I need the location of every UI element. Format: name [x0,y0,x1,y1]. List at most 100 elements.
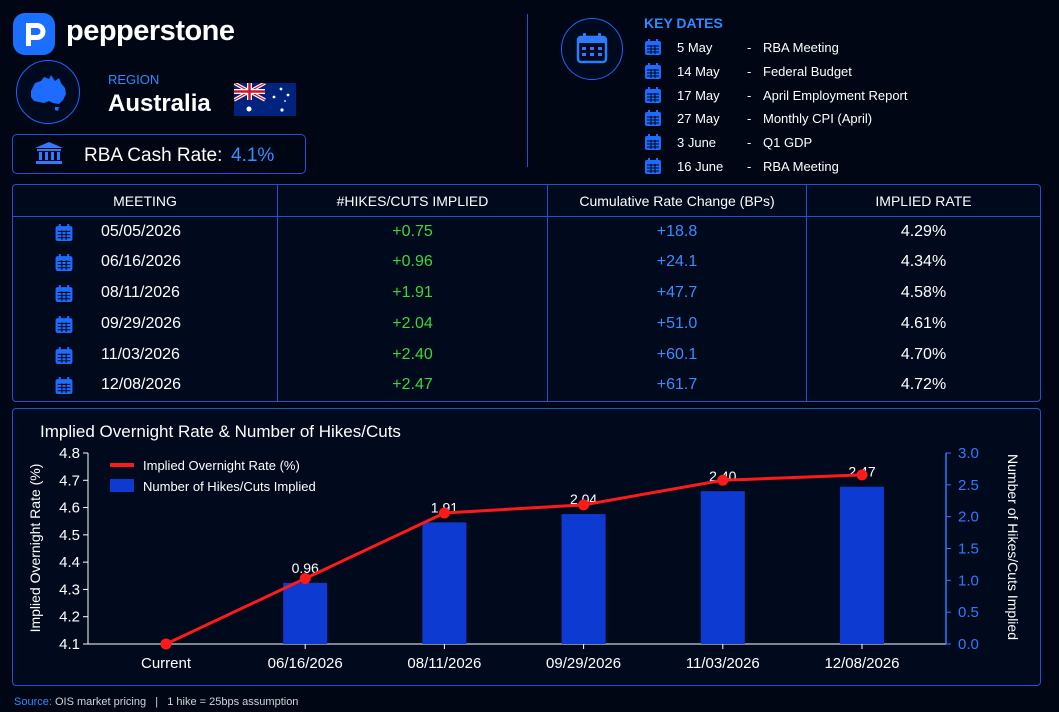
hikes-implied: +1.91 [392,284,433,301]
key-dates-title: KEY DATES [644,15,723,31]
meeting-date: 09/29/2026 [101,315,182,332]
key-date: 27 May [677,110,720,126]
key-date-item: 27 May - Monthly CPI (April) [644,108,872,128]
key-date-event: Federal Budget [763,63,852,79]
left-tick-label: 4.6 [59,500,80,517]
key-date-item: 3 June - Q1 GDP [644,132,812,152]
column-divider [806,185,807,401]
table-row: 12/08/2026 +2.47 +61.7 4.72% [13,370,1040,400]
implied-rate: 4.29% [900,223,947,240]
region-label: REGION [108,72,160,87]
cumulative-change: +18.8 [656,223,698,240]
hikes-bar [561,514,606,644]
key-date-separator: - [747,158,752,174]
cumulative-change: +61.7 [656,376,698,393]
column-header-meeting: MEETING [113,193,177,209]
source-text: OIS market pricing | 1 hike = 25bps assu… [54,696,299,708]
key-date-event: April Employment Report [763,87,908,103]
key-date-item: 14 May - Federal Budget [644,61,852,81]
key-date: 3 June [677,134,717,150]
implied-rate-point [438,507,450,519]
column-header-implied-rate: IMPLIED RATE [875,193,972,209]
key-date: 16 June [677,158,724,174]
source-label: Source: [14,696,52,708]
cumulative-change: +24.1 [656,253,698,270]
logo-mark-icon [26,23,46,46]
left-tick-label: 4.4 [59,554,80,571]
x-tick-label: 08/11/2026 [407,655,481,672]
right-tick-label: 2.5 [958,477,979,494]
brand-name: pepperstone [66,15,235,47]
header-divider [527,14,528,167]
right-tick-label: 0.5 [958,604,979,621]
key-date-event: RBA Meeting [763,39,839,55]
key-date-separator: - [747,63,752,79]
bank-icon [34,141,64,170]
cash-rate-label: RBA Cash Rate: [84,145,223,166]
meeting-date: 08/11/2026 [101,284,180,301]
cumulative-change: +60.1 [656,346,698,363]
column-header-cumulative: Cumulative Rate Change (BPs) [579,193,775,209]
key-date: 5 May [677,39,713,55]
implied-rate: 4.34% [900,253,947,270]
y2-axis-label: Number of Hikes/Cuts Implied [1005,454,1021,640]
hikes-implied: +2.40 [392,346,433,363]
calendar-icon [55,254,73,271]
hikes-implied: +0.96 [392,253,433,270]
calendar-icon [561,18,623,80]
calendar-icon [645,39,661,55]
meeting-date: 11/03/2026 [101,346,180,363]
key-date-item: 17 May - April Employment Report [644,85,908,105]
key-date-separator: - [747,134,752,150]
legend-bar-swatch [110,479,134,492]
left-tick-label: 4.3 [59,581,80,598]
left-tick-label: 4.1 [59,636,80,653]
implied-rate-point [717,474,729,486]
x-tick-label: 11/03/2026 [686,655,760,672]
left-tick-label: 4.2 [59,609,80,626]
source-footer: Source: OIS market pricing | 1 hike = 25… [14,696,298,708]
column-divider [277,185,278,401]
calendar-icon [645,63,661,79]
right-tick-label: 1.0 [958,572,979,589]
legend-line-label: Implied Overnight Rate (%) [143,458,300,473]
x-tick-label: Current [141,655,192,672]
implied-rate-point [578,499,590,511]
country-name: Australia [108,90,211,117]
column-divider [547,185,548,401]
key-date-separator: - [747,39,752,55]
implied-rate-line [165,473,863,646]
calendar-icon [645,87,661,103]
key-date-separator: - [747,110,752,126]
calendar-icon [645,158,661,174]
australia-flag-icon [233,81,296,116]
cumulative-change: +47.7 [656,284,698,301]
calendar-icon [55,347,73,364]
key-date-event: Monthly CPI (April) [763,110,873,126]
calendar-icon [55,224,73,241]
table-row: 09/29/2026 +2.04 +51.0 4.61% [13,309,1040,339]
cash-rate-box [12,134,306,174]
key-date: 14 May [677,63,720,79]
y-axis-label: Implied Overnight Rate (%) [27,464,43,633]
calendar-icon [645,134,661,150]
key-date-item: 5 May - RBA Meeting [644,37,839,57]
chart-title: Implied Overnight Rate & Number of Hikes… [40,422,401,441]
left-tick-label: 4.8 [59,445,80,462]
hikes-bar [840,486,884,644]
right-tick-label: 2.0 [958,509,979,526]
hikes-implied: +2.04 [392,315,433,332]
key-date-event: Q1 GDP [763,134,813,150]
calendar-icon [55,316,73,333]
bar-data-label: 0.96 [292,560,319,576]
key-date-item: 16 June - RBA Meeting [644,156,839,176]
implied-rate-point [856,469,868,481]
header-divider [13,216,1040,217]
x-tick-label: 06/16/2026 [268,655,343,672]
implied-rate: 4.58% [900,284,947,301]
table-row: 08/11/2026 +1.91 +47.7 4.58% [13,278,1040,308]
hikes-implied: +0.75 [392,223,433,240]
implied-rate: 4.61% [900,315,947,332]
right-tick-label: 1.5 [958,541,979,558]
